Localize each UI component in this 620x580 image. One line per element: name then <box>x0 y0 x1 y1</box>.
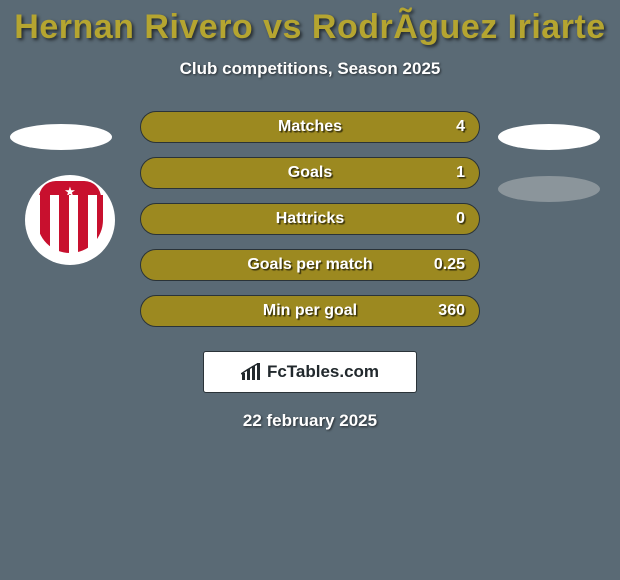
stat-row: Hattricks 0 <box>0 203 620 235</box>
stat-label: Goals <box>288 164 332 182</box>
stat-label: Min per goal <box>263 302 357 320</box>
fctables-label: FcTables.com <box>267 362 379 382</box>
stat-bar: Matches 4 <box>140 111 480 143</box>
bar-chart-icon <box>241 363 263 381</box>
snapshot-date: 22 february 2025 <box>243 411 377 431</box>
stat-value: 0 <box>456 210 465 228</box>
stat-label: Goals per match <box>247 256 372 274</box>
stat-row: Goals 1 <box>0 157 620 189</box>
season-subtitle: Club competitions, Season 2025 <box>180 59 441 79</box>
stat-row: Min per goal 360 <box>0 295 620 327</box>
stat-value: 4 <box>456 118 465 136</box>
comparison-title: Hernan Rivero vs RodrÃ­guez Iriarte <box>14 8 605 47</box>
stat-bar: Hattricks 0 <box>140 203 480 235</box>
fctables-attribution: FcTables.com <box>203 351 417 393</box>
stat-value: 360 <box>438 302 465 320</box>
stat-value: 1 <box>456 164 465 182</box>
stat-label: Matches <box>278 118 342 136</box>
stats-list: Matches 4 Goals 1 Hattricks 0 Goals per … <box>0 111 620 341</box>
stat-label: Hattricks <box>276 210 344 228</box>
stat-bar: Goals 1 <box>140 157 480 189</box>
stat-bar: Goals per match 0.25 <box>140 249 480 281</box>
stat-row: Matches 4 <box>0 111 620 143</box>
stat-value: 0.25 <box>434 256 465 274</box>
stat-row: Goals per match 0.25 <box>0 249 620 281</box>
stat-bar: Min per goal 360 <box>140 295 480 327</box>
